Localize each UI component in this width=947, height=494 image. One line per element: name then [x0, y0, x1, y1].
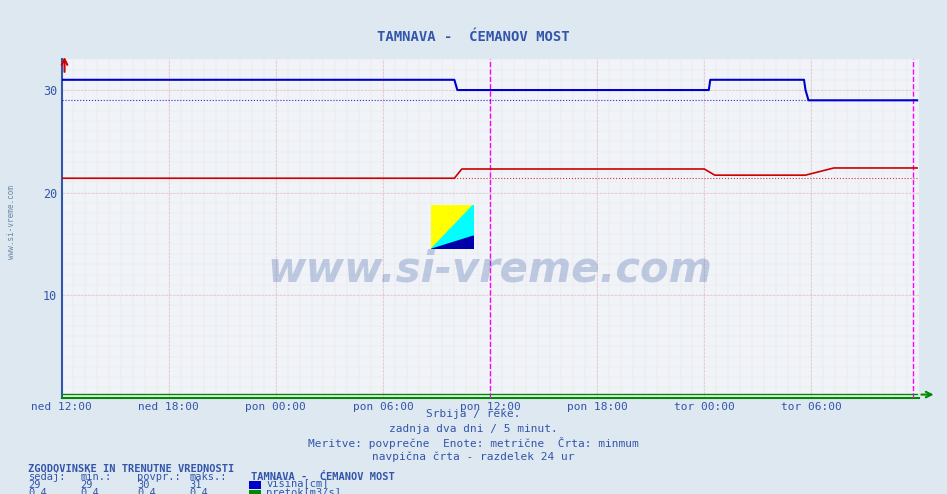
Text: sedaj:: sedaj: — [28, 472, 66, 482]
Text: navpična črta - razdelek 24 ur: navpična črta - razdelek 24 ur — [372, 452, 575, 462]
Text: 29: 29 — [80, 480, 93, 490]
Text: 29: 29 — [28, 480, 41, 490]
Text: TAMNAVA -  ĆEMANOV MOST: TAMNAVA - ĆEMANOV MOST — [251, 472, 395, 482]
Text: TAMNAVA -  ĆEMANOV MOST: TAMNAVA - ĆEMANOV MOST — [377, 30, 570, 44]
Text: ZGODOVINSKE IN TRENUTNE VREDNOSTI: ZGODOVINSKE IN TRENUTNE VREDNOSTI — [28, 464, 235, 474]
Text: min.:: min.: — [80, 472, 112, 482]
Text: Srbija / reke.: Srbija / reke. — [426, 410, 521, 419]
Text: maks.:: maks.: — [189, 472, 227, 482]
Text: 0,4: 0,4 — [28, 488, 47, 494]
Text: 0,4: 0,4 — [137, 488, 156, 494]
Text: www.si-vreme.com: www.si-vreme.com — [7, 185, 16, 259]
Polygon shape — [431, 205, 474, 249]
Polygon shape — [431, 205, 474, 249]
Text: 0,4: 0,4 — [189, 488, 208, 494]
Text: 0,4: 0,4 — [80, 488, 99, 494]
Polygon shape — [431, 236, 474, 249]
Text: povpr.:: povpr.: — [137, 472, 181, 482]
Text: pretok[m3/s]: pretok[m3/s] — [266, 488, 341, 494]
Text: www.si-vreme.com: www.si-vreme.com — [268, 248, 712, 290]
Text: zadnja dva dni / 5 minut.: zadnja dva dni / 5 minut. — [389, 424, 558, 434]
Text: 31: 31 — [189, 480, 202, 490]
Text: Meritve: povprečne  Enote: metrične  Črta: minmum: Meritve: povprečne Enote: metrične Črta:… — [308, 437, 639, 449]
Text: 30: 30 — [137, 480, 150, 490]
Text: višina[cm]: višina[cm] — [266, 479, 329, 490]
